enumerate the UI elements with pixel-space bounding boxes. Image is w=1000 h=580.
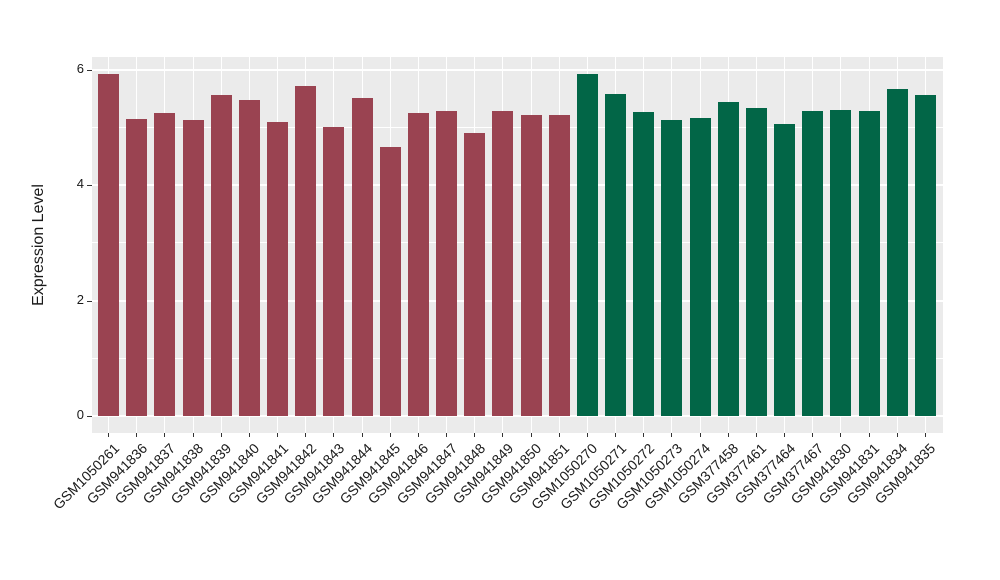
bar [548, 114, 570, 416]
x-tick-mark [502, 433, 504, 437]
bar [605, 94, 627, 416]
x-tick-mark [220, 433, 222, 437]
y-tick-label: 6 [76, 60, 84, 76]
bar [323, 126, 345, 416]
x-tick-mark [615, 433, 617, 437]
x-tick-mark [417, 433, 419, 437]
bar [267, 122, 289, 416]
x-tick-mark [136, 433, 138, 437]
minor-gridline [92, 242, 943, 244]
x-tick-mark [361, 433, 363, 437]
y-tick-label: 0 [76, 407, 84, 422]
bar [830, 109, 852, 416]
minor-gridline [92, 127, 943, 128]
x-tick-mark [305, 433, 307, 437]
bar [464, 132, 486, 416]
bar [295, 85, 317, 416]
x-tick-mark [333, 433, 335, 437]
minor-gridline [92, 357, 943, 359]
y-tick-mark [87, 69, 92, 71]
x-tick-mark [896, 433, 898, 437]
bar [407, 113, 429, 416]
y-tick-mark [87, 185, 92, 187]
bar [154, 113, 176, 416]
x-tick-mark [671, 433, 673, 437]
bar [379, 147, 401, 416]
bar [351, 98, 373, 416]
bar [858, 110, 880, 416]
x-tick-mark [277, 433, 279, 437]
x-tick-mark [558, 433, 560, 437]
major-gridline [92, 299, 943, 302]
major-gridline [92, 184, 943, 187]
x-tick-mark [727, 433, 729, 437]
x-tick-mark [868, 433, 870, 437]
x-tick-mark [530, 433, 532, 437]
y-tick-mark [87, 300, 92, 302]
y-tick-label: 4 [76, 176, 84, 192]
x-tick-mark [699, 433, 701, 437]
bar [774, 124, 796, 416]
x-tick-mark [248, 433, 250, 437]
y-tick-label: 2 [76, 291, 84, 307]
major-gridline [92, 68, 943, 71]
major-gridline [92, 415, 943, 417]
bar [633, 111, 655, 416]
bar [717, 101, 739, 416]
bar [745, 108, 767, 416]
bar [576, 73, 598, 416]
bar [802, 110, 824, 416]
x-tick-mark [108, 433, 109, 437]
x-tick-mark [784, 433, 786, 437]
x-tick-mark [643, 433, 645, 437]
bar [182, 119, 204, 416]
x-tick-mark [164, 433, 166, 437]
bar [210, 94, 232, 416]
bar [914, 94, 936, 416]
bar [436, 111, 458, 416]
bar [520, 114, 542, 416]
x-tick-mark [755, 433, 757, 437]
y-axis-title: Expression Level [30, 184, 47, 306]
x-tick-mark [389, 433, 391, 437]
bar [238, 99, 260, 416]
bar [126, 118, 148, 416]
bar [661, 119, 683, 416]
bar [886, 88, 908, 416]
y-tick-mark [87, 416, 92, 417]
x-tick-mark [446, 433, 448, 437]
bar [98, 74, 119, 416]
plot-panel [92, 57, 943, 433]
x-tick-mark [192, 433, 194, 437]
bar [689, 118, 711, 416]
x-tick-mark [474, 433, 476, 437]
x-tick-mark [586, 433, 588, 437]
x-tick-mark [840, 433, 842, 437]
x-tick-mark [812, 433, 814, 437]
x-tick-mark [924, 433, 926, 437]
bar [492, 110, 514, 416]
